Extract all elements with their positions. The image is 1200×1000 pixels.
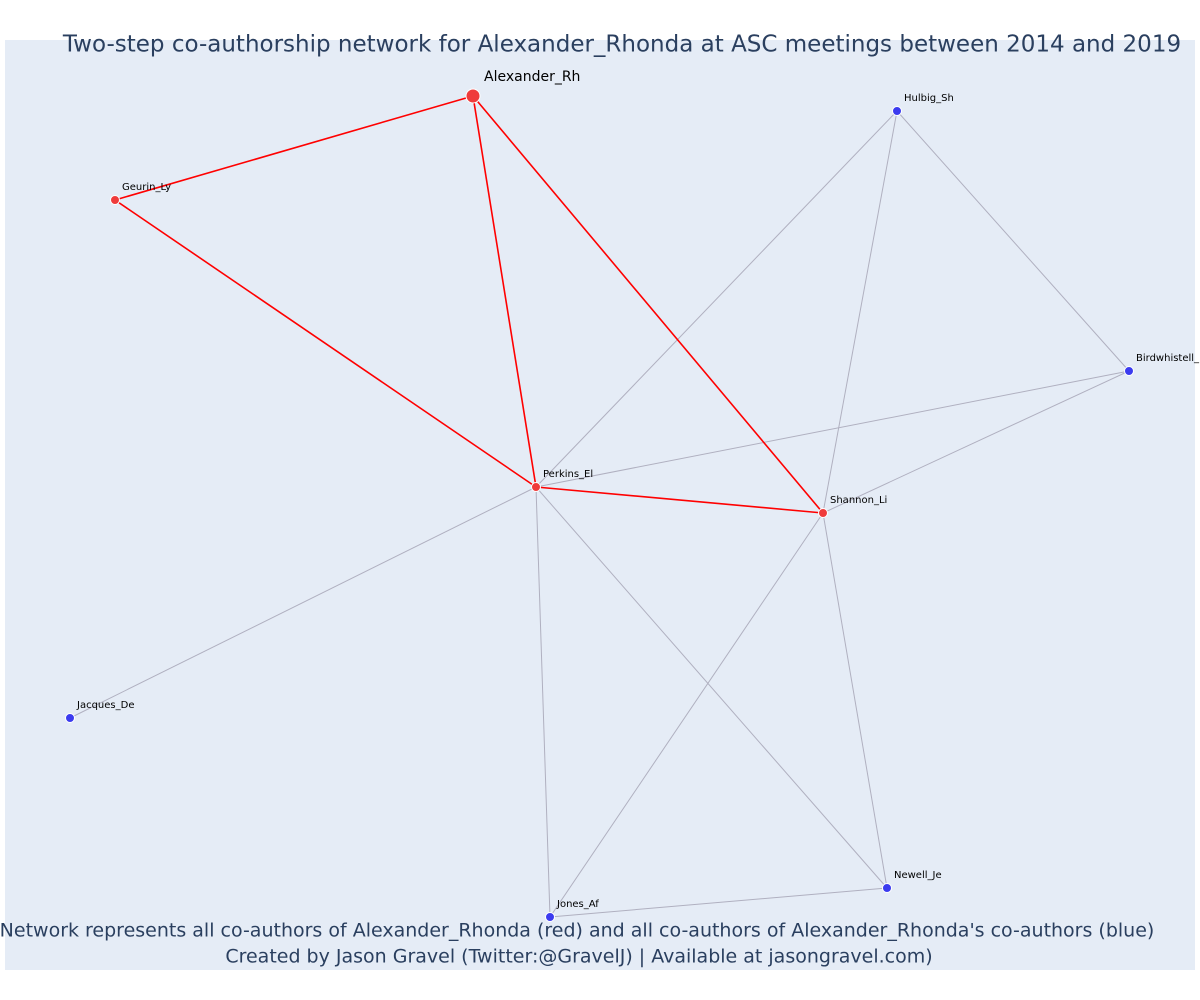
title: Two-step co-authorship network for Alexa… xyxy=(62,32,1181,58)
edge xyxy=(535,370,1130,488)
edge xyxy=(472,95,824,514)
node xyxy=(545,912,555,922)
node xyxy=(65,713,75,723)
footer-credit: Created by Jason Gravel (Twitter:@Gravel… xyxy=(225,946,932,968)
node xyxy=(1124,366,1134,376)
edge xyxy=(896,110,1130,372)
node xyxy=(110,195,120,205)
node xyxy=(531,482,541,492)
edge xyxy=(549,512,824,918)
edge xyxy=(535,110,898,488)
node xyxy=(892,106,902,116)
node-label: Birdwhistell_ xyxy=(1136,353,1200,364)
node-label: Alexander_Rh xyxy=(484,69,580,85)
edge xyxy=(535,486,824,514)
edge xyxy=(822,370,1130,514)
edge xyxy=(114,199,537,488)
edge xyxy=(114,95,474,201)
footer-note: Network represents all co-authors of Ale… xyxy=(0,920,1154,942)
edge xyxy=(535,486,551,918)
plot-background xyxy=(5,40,1195,970)
edge xyxy=(549,887,888,918)
node-label: Shannon_Li xyxy=(830,495,887,506)
node xyxy=(882,883,892,893)
node xyxy=(818,508,828,518)
edge xyxy=(822,110,898,514)
edge xyxy=(69,486,537,719)
edge xyxy=(472,95,537,488)
node-label: Geurin_Ly xyxy=(122,182,171,193)
edge xyxy=(535,486,888,889)
node-label: Newell_Je xyxy=(894,870,942,881)
edge xyxy=(822,512,888,889)
node-label: Jones_Af xyxy=(556,899,599,910)
node-label: Jacques_De xyxy=(76,700,134,711)
node-label: Hulbig_Sh xyxy=(904,93,954,104)
node xyxy=(465,88,481,104)
node-label: Perkins_El xyxy=(543,469,593,480)
